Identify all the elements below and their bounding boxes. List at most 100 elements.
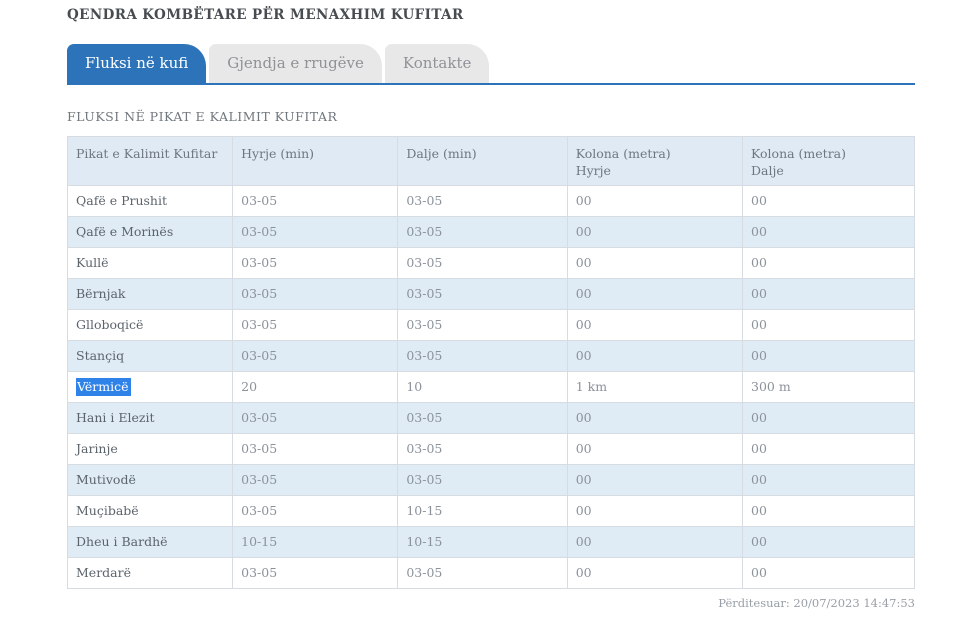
cell-kolona-dalje: 00 <box>742 340 915 372</box>
cell-kolona-hyrje: 00 <box>566 185 744 217</box>
cell-dalje: 03-05 <box>397 402 568 434</box>
cell-kolona-hyrje: 00 <box>566 340 744 372</box>
cell-name: Qafë e Prushit <box>66 185 234 217</box>
cell-kolona-dalje: 00 <box>742 247 915 279</box>
table-row: Mutivodë 03-05 03-05 00 00 <box>66 464 915 496</box>
table-row: Jarinje 03-05 03-05 00 00 <box>66 433 915 465</box>
cell-hyrje: 10-15 <box>232 526 399 558</box>
table-row: Qafë e Morinës 03-05 03-05 00 00 <box>66 216 915 248</box>
page-title: QENDRA KOMBËTARE PËR MENAXHIM KUFITAR <box>67 7 464 23</box>
cell-hyrje: 03-05 <box>232 185 399 217</box>
cell-dalje: 03-05 <box>397 433 568 465</box>
table-row: Stançiq 03-05 03-05 00 00 <box>66 340 915 372</box>
cell-kolona-hyrje: 00 <box>566 309 744 341</box>
cell-dalje: 03-05 <box>397 278 568 310</box>
selected-text: Vërmicë <box>76 378 131 396</box>
cell-hyrje: 03-05 <box>232 557 399 589</box>
cell-dalje: 03-05 <box>397 247 568 279</box>
cell-name: Kullë <box>66 247 234 279</box>
table-row: Vërmicë 20 10 1 km 300 m <box>66 371 915 403</box>
cell-kolona-hyrje: 00 <box>566 433 744 465</box>
cell-dalje: 03-05 <box>397 216 568 248</box>
tab-bar: Fluksi në kufi Gjendja e rrugëve Kontakte <box>67 44 915 85</box>
cell-kolona-hyrje: 00 <box>566 495 744 527</box>
table-row: Dheu i Bardhë 10-15 10-15 00 00 <box>66 526 915 558</box>
table-row: Glloboqicë 03-05 03-05 00 00 <box>66 309 915 341</box>
table-body: Qafë e Prushit 03-05 03-05 00 00 Qafë e Morin… <box>66 185 915 589</box>
cell-hyrje: 03-05 <box>232 495 399 527</box>
table-row: Muçibabë 03-05 10-15 00 00 <box>66 495 915 527</box>
cell-name: Bërnjak <box>66 278 234 310</box>
cell-dalje: 03-05 <box>397 557 568 589</box>
border-crossings-table: Pikat e Kalimit Kufitar Hyrje (min) Dalje … <box>66 136 915 589</box>
cell-kolona-dalje: 300 m <box>742 371 915 403</box>
table-row: Bërnjak 03-05 03-05 00 00 <box>66 278 915 310</box>
cell-dalje: 10-15 <box>397 495 568 527</box>
cell-hyrje: 03-05 <box>232 247 399 279</box>
column-header-line1: Kolona (metra) <box>751 146 847 161</box>
cell-name: Stançiq <box>66 340 234 372</box>
cell-kolona-hyrje: 00 <box>566 278 744 310</box>
column-header: Hyrje (min) <box>232 136 399 186</box>
table-row: Qafë e Prushit 03-05 03-05 00 00 <box>66 185 915 217</box>
cell-hyrje: 03-05 <box>232 340 399 372</box>
column-header-line2: Hyrje <box>575 163 611 178</box>
cell-dalje: 03-05 <box>397 185 568 217</box>
cell-name: Qafë e Morinës <box>66 216 234 248</box>
column-header-line1: Dalje (min) <box>406 146 477 161</box>
cell-kolona-hyrje: 00 <box>566 464 744 496</box>
cell-name: Merdarë <box>66 557 234 589</box>
cell-hyrje: 03-05 <box>232 464 399 496</box>
table-row: Kullë 03-05 03-05 00 00 <box>66 247 915 279</box>
tab-fluksi-ne-kufi[interactable]: Fluksi në kufi <box>67 44 207 83</box>
last-updated: Përditesuar: 20/07/2023 14:47:53 <box>718 596 915 610</box>
cell-hyrje: 03-05 <box>232 402 399 434</box>
column-header-line2: Dalje <box>751 163 784 178</box>
cell-kolona-hyrje: 00 <box>566 402 744 434</box>
cell-name: Glloboqicë <box>66 309 234 341</box>
column-header: Kolona (metra) Hyrje <box>566 136 744 186</box>
cell-kolona-dalje: 00 <box>742 526 915 558</box>
cell-name: Jarinje <box>66 433 234 465</box>
tab-kontakte[interactable]: Kontakte <box>384 44 490 83</box>
cell-dalje: 03-05 <box>397 464 568 496</box>
cell-name: Vërmicë <box>66 371 234 403</box>
cell-kolona-hyrje: 00 <box>566 247 744 279</box>
cell-kolona-hyrje: 00 <box>566 526 744 558</box>
cell-name: Hani i Elezit <box>66 402 234 434</box>
column-header-line1: Hyrje (min) <box>241 146 314 161</box>
column-header: Pikat e Kalimit Kufitar <box>66 136 234 186</box>
column-header-line1: Pikat e Kalimit Kufitar <box>76 146 218 161</box>
cell-dalje: 10-15 <box>397 526 568 558</box>
cell-hyrje: 20 <box>232 371 399 403</box>
column-header: Dalje (min) <box>397 136 568 186</box>
cell-dalje: 10 <box>397 371 568 403</box>
cell-kolona-dalje: 00 <box>742 495 915 527</box>
cell-dalje: 03-05 <box>397 309 568 341</box>
cell-name: Mutivodë <box>66 464 234 496</box>
header-row: Pikat e Kalimit Kufitar Hyrje (min) Dalje … <box>66 136 915 186</box>
cell-kolona-dalje: 00 <box>742 464 915 496</box>
cell-kolona-hyrje: 00 <box>566 557 744 589</box>
cell-kolona-dalje: 00 <box>742 185 915 217</box>
cell-kolona-dalje: 00 <box>742 278 915 310</box>
cell-kolona-dalje: 00 <box>742 309 915 341</box>
table-header: Pikat e Kalimit Kufitar Hyrje (min) Dalje … <box>66 136 915 186</box>
cell-name: Muçibabë <box>66 495 234 527</box>
column-header-line1: Kolona (metra) <box>575 146 671 161</box>
tab-gjendja-e-rrugeve[interactable]: Gjendja e rrugëve <box>209 44 382 83</box>
cell-kolona-hyrje: 1 km <box>566 371 744 403</box>
cell-kolona-dalje: 00 <box>742 216 915 248</box>
cell-hyrje: 03-05 <box>232 309 399 341</box>
table-row: Hani i Elezit 03-05 03-05 00 00 <box>66 402 915 434</box>
cell-kolona-dalje: 00 <box>742 557 915 589</box>
cell-hyrje: 03-05 <box>232 433 399 465</box>
section-title: FLUKSI NË PIKAT E KALIMIT KUFITAR <box>67 109 338 124</box>
page: QENDRA KOMBËTARE PËR MENAXHIM KUFITAR Fl… <box>66 7 915 610</box>
cell-kolona-hyrje: 00 <box>566 216 744 248</box>
table-row: Merdarë 03-05 03-05 00 00 <box>66 557 915 589</box>
cell-hyrje: 03-05 <box>232 216 399 248</box>
column-header: Kolona (metra) Dalje <box>742 136 915 186</box>
cell-hyrje: 03-05 <box>232 278 399 310</box>
cell-dalje: 03-05 <box>397 340 568 372</box>
